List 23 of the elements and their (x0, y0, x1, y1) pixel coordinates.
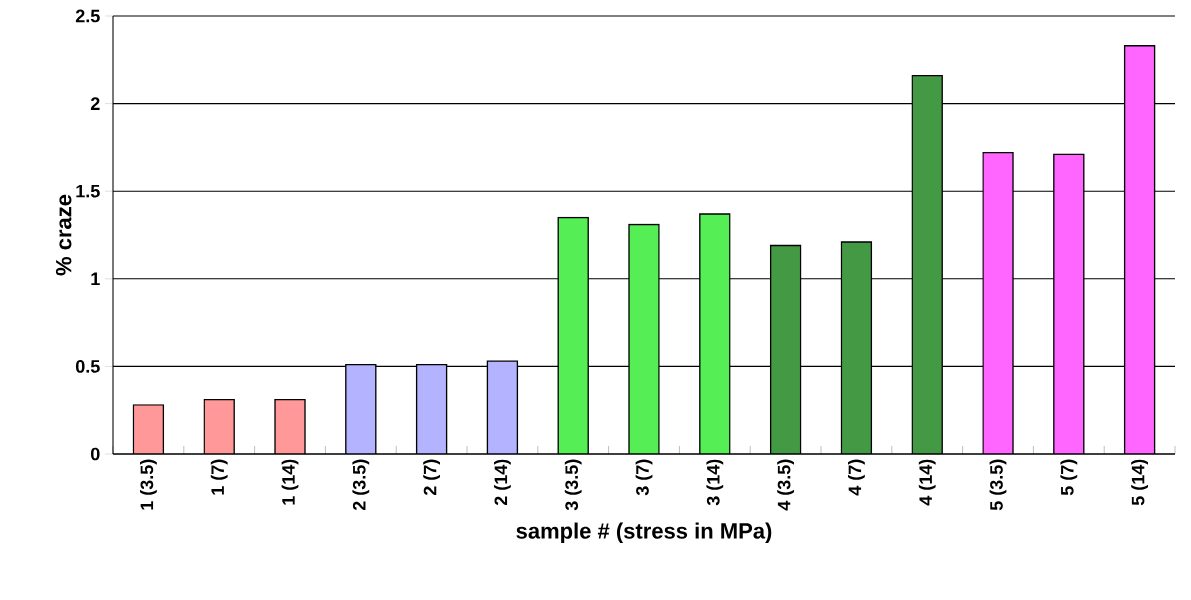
x-tick-label: 2 (14) (494, 459, 511, 506)
x-tick-label: 2 (3.5) (352, 459, 370, 511)
y-tick-label: 2.5 (75, 9, 100, 23)
x-tick-label: 2 (7) (423, 459, 440, 496)
y-tick-label: 1 (91, 272, 100, 285)
y-axis-title: % craze (55, 194, 72, 276)
x-tick-label: 4 (7) (848, 459, 865, 496)
x-tick-label: 1 (7) (210, 459, 228, 495)
x-tick-label: 4 (3.5) (777, 459, 795, 511)
x-tick-label: 3 (3.5) (564, 459, 582, 511)
x-tick-label: 5 (3.5) (989, 459, 1007, 511)
x-tick-label: 3 (14) (706, 459, 724, 506)
y-tick-label: 0.5 (75, 360, 100, 373)
y-tick-label: 0 (90, 447, 100, 461)
x-tick-label: 1 (3.5) (140, 459, 157, 510)
x-tick-label: 4 (14) (918, 459, 936, 506)
y-tick-label: 1.5 (76, 184, 100, 198)
x-tick-label: 3 (7) (635, 459, 653, 496)
x-axis-title: sample # (stress in MPa) (516, 522, 772, 544)
x-tick-label: 1 (14) (281, 459, 299, 505)
x-tick-label: 5 (14) (1131, 459, 1149, 506)
y-tick-label: 2 (90, 97, 100, 110)
x-tick-label: 5 (7) (1060, 459, 1078, 496)
